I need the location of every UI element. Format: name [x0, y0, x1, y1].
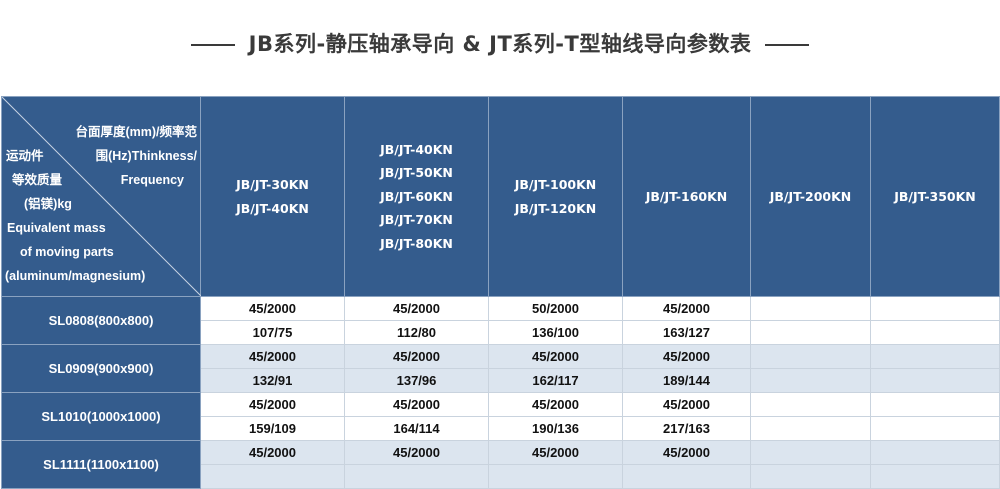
table-cell: 190/136 — [488, 416, 623, 441]
row-label: SL0909(900x900) — [1, 344, 201, 393]
column-header-line: JB/JT-40KN — [380, 141, 453, 157]
table-cell: 163/127 — [622, 320, 751, 345]
table-cell: 45/2000 — [344, 440, 489, 465]
table-row: SL1010(1000x1000) 45/2000 45/2000 45/2000 45… — [1, 392, 1000, 441]
title-dash-right — [765, 44, 810, 46]
table-row: 107/75 112/80 136/100 163/127 — [2, 320, 1000, 345]
column-header-line: JB/JT-60KN — [380, 188, 453, 204]
table-cell: 45/2000 — [344, 392, 489, 417]
column-header-line: JB/JT-30KN — [236, 177, 309, 192]
corner-header-cell: 台面厚度(mm)/频率范围(Hz)Thinkness/Frequency 运动件… — [1, 96, 201, 297]
row-label: SL1010(1000x1000) — [1, 392, 201, 441]
table-cell: 112/80 — [344, 320, 489, 345]
column-header-line: JB/JT-120KN — [514, 200, 597, 216]
table-cell — [750, 392, 871, 417]
table-cell — [344, 464, 489, 489]
table-cell: 217/163 — [622, 416, 751, 441]
diagonal-divider — [2, 97, 201, 296]
corner-text-line: 等效质量 — [12, 173, 63, 187]
table-cell — [750, 320, 871, 345]
table-cell: 45/2000 — [488, 392, 623, 417]
column-header-line: JB/JT-200KN — [769, 188, 852, 204]
corner-text-line: (铝镁)kg — [24, 197, 72, 211]
table-cell: 45/2000 — [622, 344, 751, 369]
table-cell: 107/75 — [200, 320, 345, 345]
page-title: JB系列-静压轴承导向 & JT系列-T型轴线导向参数表 — [0, 28, 1000, 58]
table-row: SL1111(1100x1100) 45/2000 45/2000 45/2000 45… — [1, 440, 1000, 489]
column-header: JB/JT-200KN — [750, 96, 871, 297]
column-header: JB/JT-350KN — [870, 96, 1000, 297]
corner-top-right: 台面厚度(mm)/频率范围(Hz)Thinkness/Frequency — [2, 97, 201, 296]
corner-text-line: of moving parts — [20, 245, 114, 259]
table-cell: 189/144 — [622, 368, 751, 393]
table-cell — [870, 440, 1000, 465]
corner-bottom-left: 运动件等效质量 (铝镁)kg Equivalent mass of moving pa… — [2, 97, 201, 296]
title-dash-left — [190, 44, 235, 46]
table-cell — [750, 368, 871, 393]
table-cell — [870, 464, 1000, 489]
table-cell: 162/117 — [488, 368, 623, 393]
table-cell — [750, 344, 871, 369]
table-cell — [750, 440, 871, 465]
header-row: 台面厚度(mm)/频率范围(Hz)Thinkness/Frequency 运动件… — [1, 96, 1000, 297]
column-header-line: JB/JT-50KN — [380, 165, 453, 181]
table-cell — [870, 368, 1000, 393]
table-cell: 136/100 — [488, 320, 623, 345]
row-label: SL1111(1100x1100) — [1, 440, 201, 489]
corner-text-line: 运动件 — [6, 149, 44, 163]
table-cell: 45/2000 — [622, 296, 751, 321]
table-cell: 45/2000 — [200, 296, 345, 321]
table-cell: 137/96 — [344, 368, 489, 393]
table-cell — [750, 464, 871, 489]
table-cell: 45/2000 — [488, 344, 623, 369]
table-cell: 45/2000 — [488, 440, 623, 465]
table-cell — [870, 296, 1000, 321]
column-header-line: JB/JT-40KN — [236, 200, 309, 216]
table-cell: 45/2000 — [344, 344, 489, 369]
table-cell — [750, 416, 871, 441]
table-cell: 45/2000 — [622, 440, 751, 465]
table-cell: 45/2000 — [344, 296, 489, 321]
corner-text-line: (aluminum/magnesium) — [5, 269, 146, 283]
column-header-line: JB/JT-160KN — [645, 188, 728, 204]
corner-text-line: 围(Hz)Thinkness/ — [95, 149, 197, 163]
table-cell: 132/91 — [200, 368, 345, 393]
table-cell — [200, 464, 345, 489]
column-header: JB/JT-30KN JB/JT-40KN — [200, 96, 345, 297]
table-cell: 159/109 — [200, 416, 345, 441]
parameter-table: 台面厚度(mm)/频率范围(Hz)Thinkness/Frequency 运动件… — [1, 96, 1000, 489]
column-header-line: JB/JT-350KN — [894, 188, 976, 204]
column-header: JB/JT-100KN JB/JT-120KN — [488, 96, 623, 297]
table-cell: 164/114 — [344, 416, 489, 441]
table-cell — [622, 464, 751, 489]
corner-text-line: 台面厚度(mm)/频率范 — [75, 125, 197, 139]
column-header: JB/JT-40KN JB/JT-50KN JB/JT-60KN JB/JT-70KN… — [344, 96, 489, 297]
table-cell — [870, 392, 1000, 417]
table-row: 159/109 164/114 190/136 217/163 — [2, 416, 1000, 441]
table-row: SL0909(900x900) 45/2000 45/2000 45/2000 45/2… — [1, 344, 1000, 393]
table-cell: 45/2000 — [200, 440, 345, 465]
corner-text-line: Frequency — [120, 173, 184, 187]
table-cell: 45/2000 — [200, 392, 345, 417]
column-header: JB/JT-160KN — [622, 96, 751, 297]
corner-text-line: Equivalent mass — [7, 221, 106, 235]
table-cell: 45/2000 — [200, 344, 345, 369]
table-row: SL0808(800x800) 45/2000 45/2000 50/2000 45/2… — [1, 296, 1000, 345]
table-cell — [870, 320, 1000, 345]
row-label: SL0808(800x800) — [1, 296, 201, 345]
column-header-line: JB/JT-80KN — [380, 235, 453, 251]
table-row: 132/91 137/96 162/117 189/144 — [2, 368, 1000, 393]
table-cell — [870, 416, 1000, 441]
column-header-line: JB/JT-100KN — [514, 177, 597, 192]
column-header-line: JB/JT-70KN — [380, 212, 453, 228]
title-text: JB系列-静压轴承导向 & JT系列-T型轴线导向参数表 — [248, 32, 752, 56]
table-cell: 50/2000 — [488, 296, 623, 321]
table-cell: 45/2000 — [622, 392, 751, 417]
table-cell — [488, 464, 623, 489]
table-cell — [870, 344, 1000, 369]
table-cell — [750, 296, 871, 321]
